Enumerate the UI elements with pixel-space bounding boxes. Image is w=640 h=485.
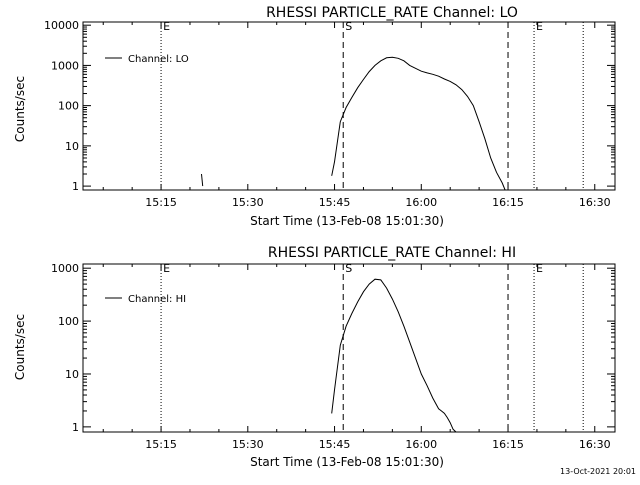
hi-x-tick-label-4: 16:15 — [492, 438, 524, 451]
hi-x-axis-label: Start Time (13-Feb-08 15:01:30) — [250, 455, 444, 469]
lo-chart-title: RHESSI PARTICLE_RATE Channel: LO — [266, 5, 518, 21]
hi-x-tick-label-3: 16:00 — [405, 438, 437, 451]
hi-data-series — [331, 278, 457, 433]
hi-channel-panel: RHESSI PARTICLE_RATE Channel: HI Start T… — [13, 245, 616, 469]
lo-y-tick-label-4: 10000 — [44, 19, 79, 32]
lo-marker-label-1: S — [345, 20, 352, 33]
lo-series-line-1 — [201, 173, 204, 187]
lo-y-tick-label-1: 10 — [65, 140, 79, 153]
lo-series-line-0 — [331, 56, 506, 191]
lo-y-tick-label-3: 1000 — [51, 59, 79, 72]
lo-y-tick-label-0: 1 — [72, 180, 79, 193]
hi-plot-frame — [82, 263, 616, 433]
hi-y-tick-label-1: 10 — [65, 368, 79, 381]
lo-x-tick-label-4: 16:15 — [492, 196, 524, 209]
hi-marker-label-0: E — [163, 262, 170, 275]
lo-legend-label: Channel: LO — [128, 54, 189, 65]
lo-x-tick-label-5: 16:30 — [579, 196, 611, 209]
hi-x-tick-label-5: 16:30 — [579, 438, 611, 451]
lo-y-tick-label-2: 100 — [58, 100, 79, 113]
hi-x-tick-label-2: 15:45 — [319, 438, 351, 451]
hi-marker-label-1: S — [345, 262, 352, 275]
generation-timestamp: 13-Oct-2021 20:01 — [560, 467, 636, 476]
lo-x-axis-label: Start Time (13-Feb-08 15:01:30) — [250, 214, 444, 228]
hi-legend-label: Channel: HI — [128, 294, 186, 305]
hi-y-tick-label-2: 100 — [58, 315, 79, 328]
lo-x-tick-label-2: 15:45 — [319, 196, 351, 209]
hi-y-axis-label: Counts/sec — [13, 314, 27, 380]
hi-marker-label-3: E — [536, 262, 543, 275]
hi-x-tick-label-1: 15:30 — [232, 438, 264, 451]
hi-series-line-0 — [331, 278, 457, 433]
lo-channel-panel: RHESSI PARTICLE_RATE Channel: LO Start T… — [13, 5, 616, 228]
hi-chart-title: RHESSI PARTICLE_RATE Channel: HI — [268, 245, 516, 261]
lo-x-tick-label-1: 15:30 — [232, 196, 264, 209]
lo-marker-label-0: E — [163, 20, 170, 33]
hi-axis-ticks: 15:15 15:30 15:45 16:00 16:15 16:30 1 10 100 1000 — [51, 262, 615, 451]
lo-x-tick-label-0: 15:15 — [145, 196, 177, 209]
lo-marker-label-3: E — [536, 20, 543, 33]
hi-y-tick-label-3: 1000 — [51, 262, 79, 275]
hi-x-tick-label-0: 15:15 — [145, 438, 177, 451]
lo-data-series — [201, 56, 506, 191]
lo-x-tick-label-3: 16:00 — [405, 196, 437, 209]
lo-y-axis-label: Counts/sec — [13, 76, 27, 142]
hi-y-tick-label-0: 1 — [72, 421, 79, 434]
